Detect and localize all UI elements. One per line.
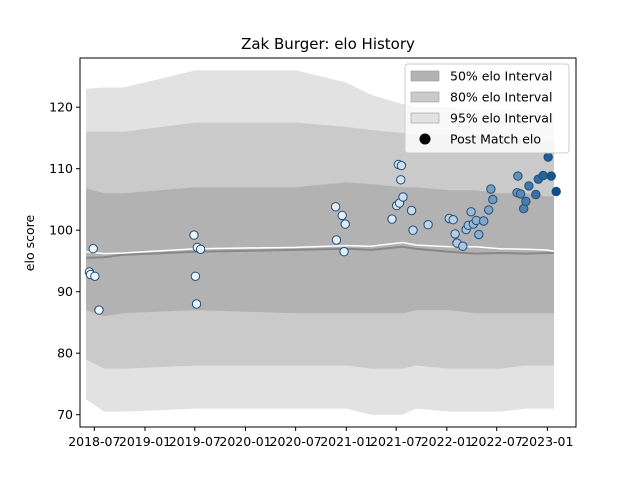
- chart-title: Zak Burger: elo History: [241, 35, 415, 53]
- data-point: [339, 247, 349, 257]
- data-point: [88, 244, 98, 254]
- x-tick-label: 2021-07: [370, 434, 422, 449]
- y-tick-label: 80: [57, 346, 73, 361]
- x-tick-label: 2021-01: [320, 434, 372, 449]
- legend-label: 50% elo Interval: [450, 69, 552, 84]
- data-point: [513, 171, 523, 181]
- y-tick-label: 70: [57, 407, 73, 422]
- trend-lines: [86, 241, 555, 259]
- data-point: [521, 196, 531, 207]
- data-point: [423, 220, 433, 230]
- legend-swatch: [410, 112, 440, 124]
- data-point: [448, 215, 458, 225]
- data-point: [396, 175, 406, 185]
- data-point: [340, 219, 350, 229]
- data-point: [398, 192, 408, 202]
- mean-line: [86, 241, 555, 255]
- data-point: [337, 210, 347, 221]
- data-point: [191, 299, 202, 309]
- data-point: [486, 184, 496, 194]
- data-point: [484, 205, 494, 215]
- y-tick-label: 100: [49, 223, 73, 238]
- legend: 50% elo Interval 80% elo Interval 95% elo …: [404, 63, 570, 154]
- data-point: [450, 229, 460, 239]
- y-tick-label: 120: [49, 100, 73, 115]
- data-point: [488, 194, 498, 205]
- data-point: [538, 170, 548, 181]
- x-tick-label: 2019-07: [169, 434, 221, 449]
- legend-marker: [419, 133, 431, 145]
- data-point: [466, 207, 476, 217]
- data-point: [396, 160, 407, 171]
- legend-label: Post Match elo: [450, 132, 541, 147]
- legend-box: [404, 63, 570, 154]
- interval-bands: [86, 70, 554, 415]
- x-tick-label: 2022-07: [471, 434, 523, 449]
- x-tick-label: 2018-07: [68, 434, 120, 449]
- data-point: [408, 225, 418, 235]
- y-tick-label: 90: [57, 284, 73, 299]
- post-match-points: [84, 152, 561, 315]
- data-point: [524, 181, 534, 191]
- data-point: [531, 189, 541, 200]
- data-point: [406, 205, 417, 216]
- legend-swatch: [410, 91, 440, 103]
- data-point: [474, 229, 484, 240]
- legend-label: 95% elo Interval: [450, 111, 552, 126]
- x-tick-label: 2019-01: [119, 434, 171, 449]
- x-tick-label: 2022-01: [421, 434, 473, 449]
- y-axis-label: elo score: [22, 215, 37, 272]
- data-point: [543, 152, 553, 162]
- data-point: [331, 235, 342, 245]
- data-point: [94, 305, 104, 315]
- data-point: [189, 230, 199, 240]
- data-point: [458, 241, 468, 251]
- y-axis-ticks: 70 80 90 100 110 120: [49, 100, 80, 422]
- legend-swatch: [410, 70, 440, 82]
- x-tick-label: 2023-01: [521, 434, 573, 449]
- median-line: [86, 245, 554, 259]
- y-tick-label: 110: [49, 161, 73, 176]
- x-tick-label: 2020-01: [219, 434, 271, 449]
- data-point: [190, 271, 201, 281]
- data-point: [387, 214, 397, 224]
- data-point: [479, 216, 489, 226]
- data-point: [90, 271, 100, 281]
- x-tick-label: 2020-07: [270, 434, 322, 449]
- data-point: [195, 244, 206, 255]
- x-axis-ticks: 2018-072019-012019-072020-012020-072021-…: [68, 427, 573, 449]
- legend-label: 80% elo Interval: [450, 90, 552, 105]
- plot-frame: [79, 57, 577, 428]
- data-point: [330, 202, 341, 212]
- data-point: [551, 186, 561, 197]
- data-point: [515, 189, 526, 199]
- data-point: [546, 171, 556, 181]
